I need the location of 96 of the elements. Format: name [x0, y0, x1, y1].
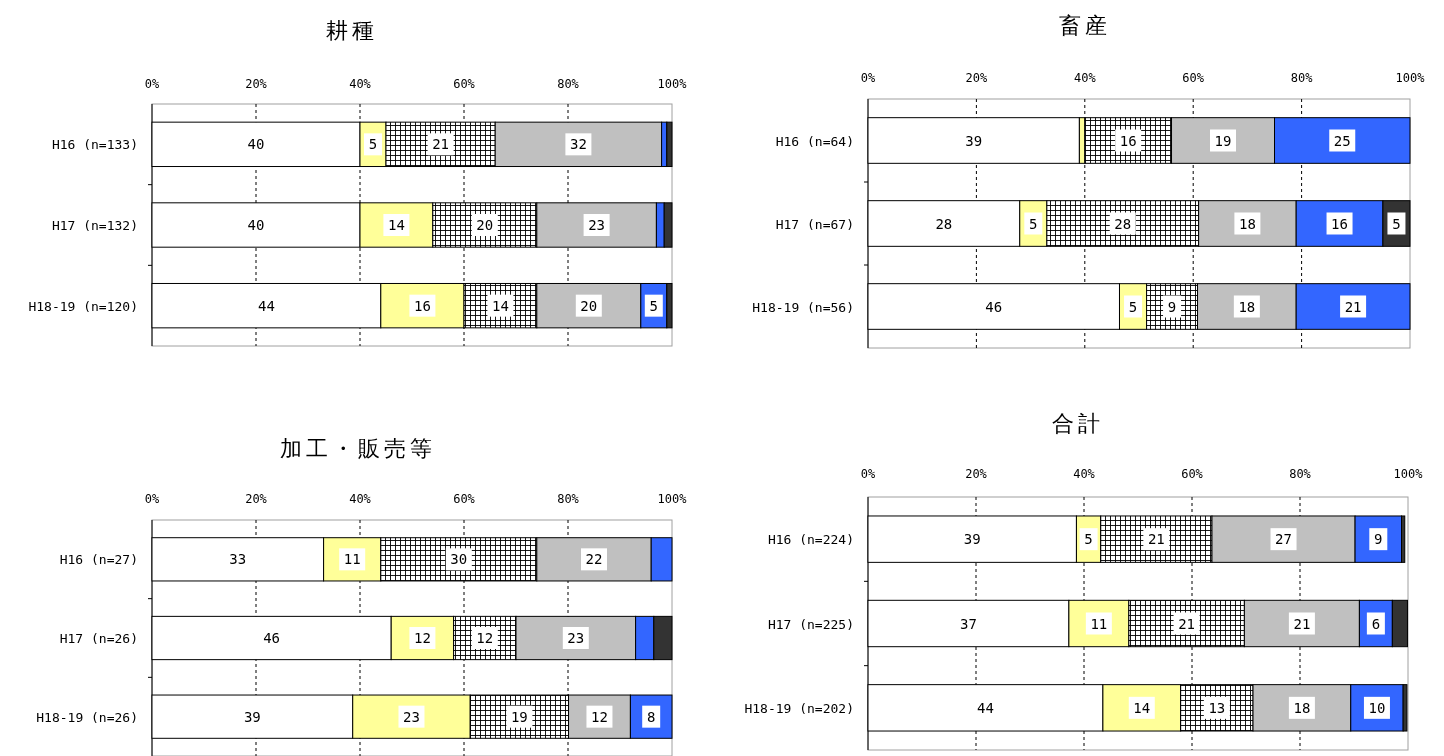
- x-tick-label: 0%: [144, 492, 160, 506]
- data-label: 5: [1029, 215, 1038, 232]
- y-tick-label: H17 (n=132): [51, 218, 138, 233]
- chart-title: 畜産: [1059, 13, 1111, 38]
- data-label: 21: [1147, 531, 1165, 548]
- x-tick-label: 100%: [1393, 467, 1424, 481]
- data-label: 21: [1293, 615, 1311, 632]
- y-tick-label: H16 (n=224): [767, 532, 854, 548]
- x-tick-label: 0%: [860, 467, 876, 481]
- data-label: 16: [1119, 132, 1137, 149]
- y-tick-label: H18-19 (n=56): [752, 299, 854, 315]
- data-label: 11: [343, 551, 361, 568]
- data-label: 23: [403, 708, 420, 725]
- x-tick-label: 80%: [1289, 467, 1312, 481]
- data-label: 28: [1114, 215, 1132, 232]
- data-label: 21: [432, 136, 450, 153]
- x-tick-label: 60%: [1182, 71, 1205, 85]
- data-label: 27: [1275, 531, 1292, 548]
- data-label: 9: [1374, 531, 1383, 548]
- y-tick-label: H16 (n=64): [775, 133, 854, 149]
- data-label: 28: [935, 215, 953, 232]
- y-tick-label: H18-19 (n=202): [744, 700, 854, 716]
- data-label: 6: [1371, 615, 1381, 632]
- data-label: 44: [977, 699, 994, 716]
- data-label: 20: [580, 297, 598, 314]
- x-tick-label: 80%: [557, 77, 580, 91]
- y-tick-label: H17 (n=67): [775, 216, 854, 232]
- x-tick-label: 60%: [453, 492, 476, 506]
- data-label: 18: [1238, 215, 1256, 232]
- x-tick-label: 40%: [349, 492, 372, 506]
- data-label: 22: [585, 551, 603, 568]
- data-label: 18: [1238, 298, 1256, 315]
- y-tick-label: H18-19 (n=26): [36, 709, 138, 725]
- x-tick-label: 100%: [657, 77, 688, 91]
- data-label: 11: [1090, 615, 1108, 632]
- data-label: 39: [965, 132, 983, 149]
- x-tick-label: 40%: [1073, 467, 1096, 481]
- data-label: 25: [1333, 132, 1351, 149]
- data-label: 10: [1368, 699, 1386, 716]
- data-label: 39: [243, 708, 261, 725]
- x-tick-label: 40%: [1073, 71, 1097, 85]
- data-label: 40: [247, 217, 265, 233]
- data-label: 39: [963, 531, 981, 548]
- data-label: 46: [985, 298, 1003, 315]
- y-tick-label: H16 (n=133): [51, 137, 138, 153]
- data-label: 21: [1344, 298, 1362, 315]
- chart-title: 合計: [1052, 411, 1104, 436]
- data-label: 5: [1392, 215, 1401, 232]
- x-tick-label: 0%: [144, 77, 160, 91]
- x-tick-label: 60%: [453, 77, 476, 91]
- x-tick-label: 60%: [1181, 467, 1204, 481]
- y-tick-label: H16 (n=27): [59, 552, 138, 568]
- data-label: 21: [1178, 615, 1196, 632]
- data-label: 20: [476, 217, 494, 233]
- data-label: 18: [1293, 699, 1311, 716]
- data-label: 46: [263, 630, 281, 646]
- x-tick-label: 100%: [657, 492, 688, 506]
- data-label: 23: [567, 630, 585, 646]
- data-label: 5: [368, 136, 378, 153]
- data-label: 37: [960, 615, 977, 632]
- data-label: 19: [510, 708, 528, 725]
- data-label: 14: [1133, 699, 1151, 716]
- data-label: 16: [413, 297, 431, 314]
- data-label: 5: [1128, 298, 1138, 315]
- data-label: 32: [569, 136, 587, 153]
- data-label: 44: [257, 297, 275, 314]
- data-label: 9: [1167, 298, 1177, 315]
- x-tick-label: 80%: [1290, 71, 1314, 85]
- data-label: 30: [450, 551, 468, 568]
- data-label: 12: [476, 630, 494, 646]
- x-tick-label: 20%: [965, 467, 988, 481]
- x-tick-label: 20%: [965, 71, 989, 85]
- x-tick-label: 40%: [349, 77, 372, 91]
- data-label: 5: [1084, 531, 1093, 548]
- data-label: 40: [247, 136, 265, 153]
- data-label: 8: [646, 708, 656, 725]
- data-label: 33: [229, 551, 247, 568]
- x-tick-label: 20%: [245, 77, 268, 91]
- x-tick-label: 20%: [245, 492, 268, 506]
- chart-title: 耕種: [326, 18, 378, 43]
- x-tick-label: 80%: [557, 492, 580, 506]
- data-label: 14: [491, 297, 509, 314]
- data-label: 19: [1214, 132, 1232, 149]
- y-tick-label: H17 (n=26): [59, 631, 138, 646]
- data-label: 23: [588, 217, 606, 233]
- x-tick-label: 100%: [1395, 71, 1426, 85]
- data-label: 12: [413, 630, 431, 646]
- data-label: 12: [591, 708, 608, 725]
- y-tick-label: H18-19 (n=120): [28, 298, 138, 314]
- chart-title: 加工・販売等: [280, 436, 436, 461]
- data-label: 13: [1208, 699, 1226, 716]
- x-tick-label: 0%: [860, 71, 876, 85]
- y-tick-label: H17 (n=225): [767, 616, 854, 632]
- data-label: 16: [1331, 215, 1348, 232]
- data-label: 5: [649, 297, 659, 314]
- data-label: 14: [387, 217, 405, 233]
